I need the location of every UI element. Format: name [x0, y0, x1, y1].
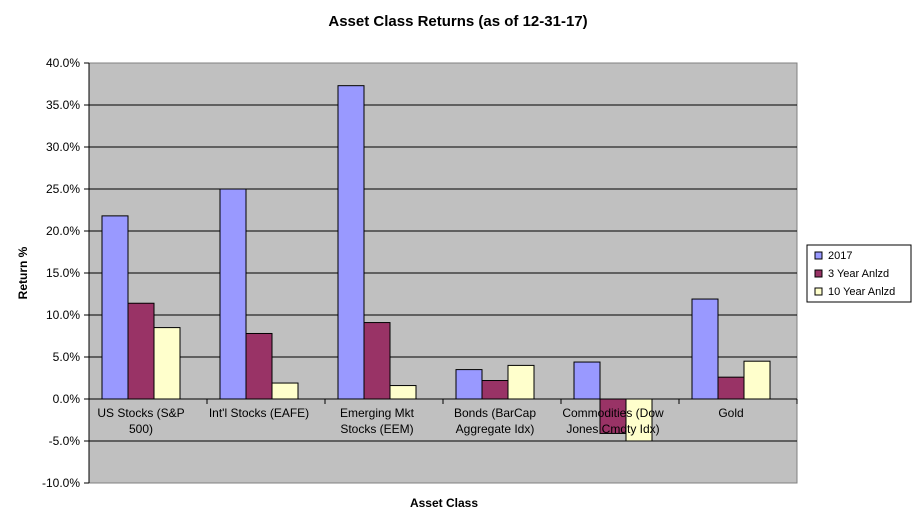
y-tick-label: 35.0% [46, 98, 80, 112]
legend-label: 2017 [828, 250, 852, 262]
legend-box [806, 244, 912, 303]
y-tick-label: 5.0% [53, 350, 81, 364]
bar-10-year-anlzd [271, 382, 299, 400]
x-tick-label: Gold [718, 406, 743, 420]
bars [101, 85, 771, 442]
y-tick-label: 30.0% [46, 140, 80, 154]
x-tick-label: Emerging Mkt Stocks (EEM) [340, 406, 415, 436]
y-tick-label: -5.0% [49, 434, 81, 448]
bar-2017 [691, 298, 719, 400]
bar-3-year-anlzd [245, 332, 273, 400]
bar-10-year-anlzd [625, 398, 653, 442]
bar-10-year-anlzd [507, 364, 535, 400]
y-tick-label: 40.0% [46, 56, 80, 70]
x-tick-label: US Stocks (S&P 500) [97, 406, 184, 436]
y-tick-label: 0.0% [53, 392, 81, 406]
bar-2017 [455, 369, 483, 400]
bar-10-year-anlzd [153, 327, 181, 400]
legend-swatch [814, 251, 823, 260]
legend-swatch [814, 269, 823, 278]
legend-label: 10 Year Anlzd [828, 286, 895, 298]
y-tick-label: -10.0% [42, 476, 80, 490]
y-axis-label: Return % [16, 246, 30, 299]
bar-3-year-anlzd [717, 376, 745, 400]
bar-3-year-anlzd [127, 302, 155, 400]
bar-3-year-anlzd [363, 322, 391, 400]
chart-title: Asset Class Returns (as of 12-31-17) [328, 13, 587, 30]
bar-2017 [219, 188, 247, 400]
x-tick-label: Int'l Stocks (EAFE) [209, 406, 309, 420]
bar-2017 [337, 85, 365, 400]
y-tick-label: 15.0% [46, 266, 80, 280]
legend-swatch [814, 287, 823, 296]
bar-2017 [101, 215, 129, 400]
axes [84, 62, 798, 484]
bar-10-year-anlzd [389, 385, 417, 400]
legend-label: 3 Year Anlzd [828, 268, 889, 280]
y-tick-labels: -10.0% -5.0% 0.0% 5.0% 10.0% 15.0% 20.0% 25.0% 3… [42, 56, 80, 490]
x-tick-label: Commodities (Dow Jones Cmdty Idx) [562, 406, 664, 436]
x-tick-labels: US Stocks (S&P 500) Int'l Stocks (EAFE) Eme… [97, 406, 743, 436]
y-tick-label: 20.0% [46, 224, 80, 238]
bar-2017 [573, 361, 601, 400]
legend: 2017 3 Year Anlzd 10 Year Anlzd [806, 244, 912, 303]
bar-3-year-anlzd [481, 380, 509, 400]
y-tick-label: 10.0% [46, 308, 80, 322]
x-tick-label: Bonds (BarCap Aggregate Idx) [454, 406, 536, 436]
bar-3-year-anlzd [599, 398, 627, 434]
y-tick-label: 25.0% [46, 182, 80, 196]
bar-10-year-anlzd [743, 360, 771, 400]
x-axis-label: Asset Class [410, 496, 478, 510]
